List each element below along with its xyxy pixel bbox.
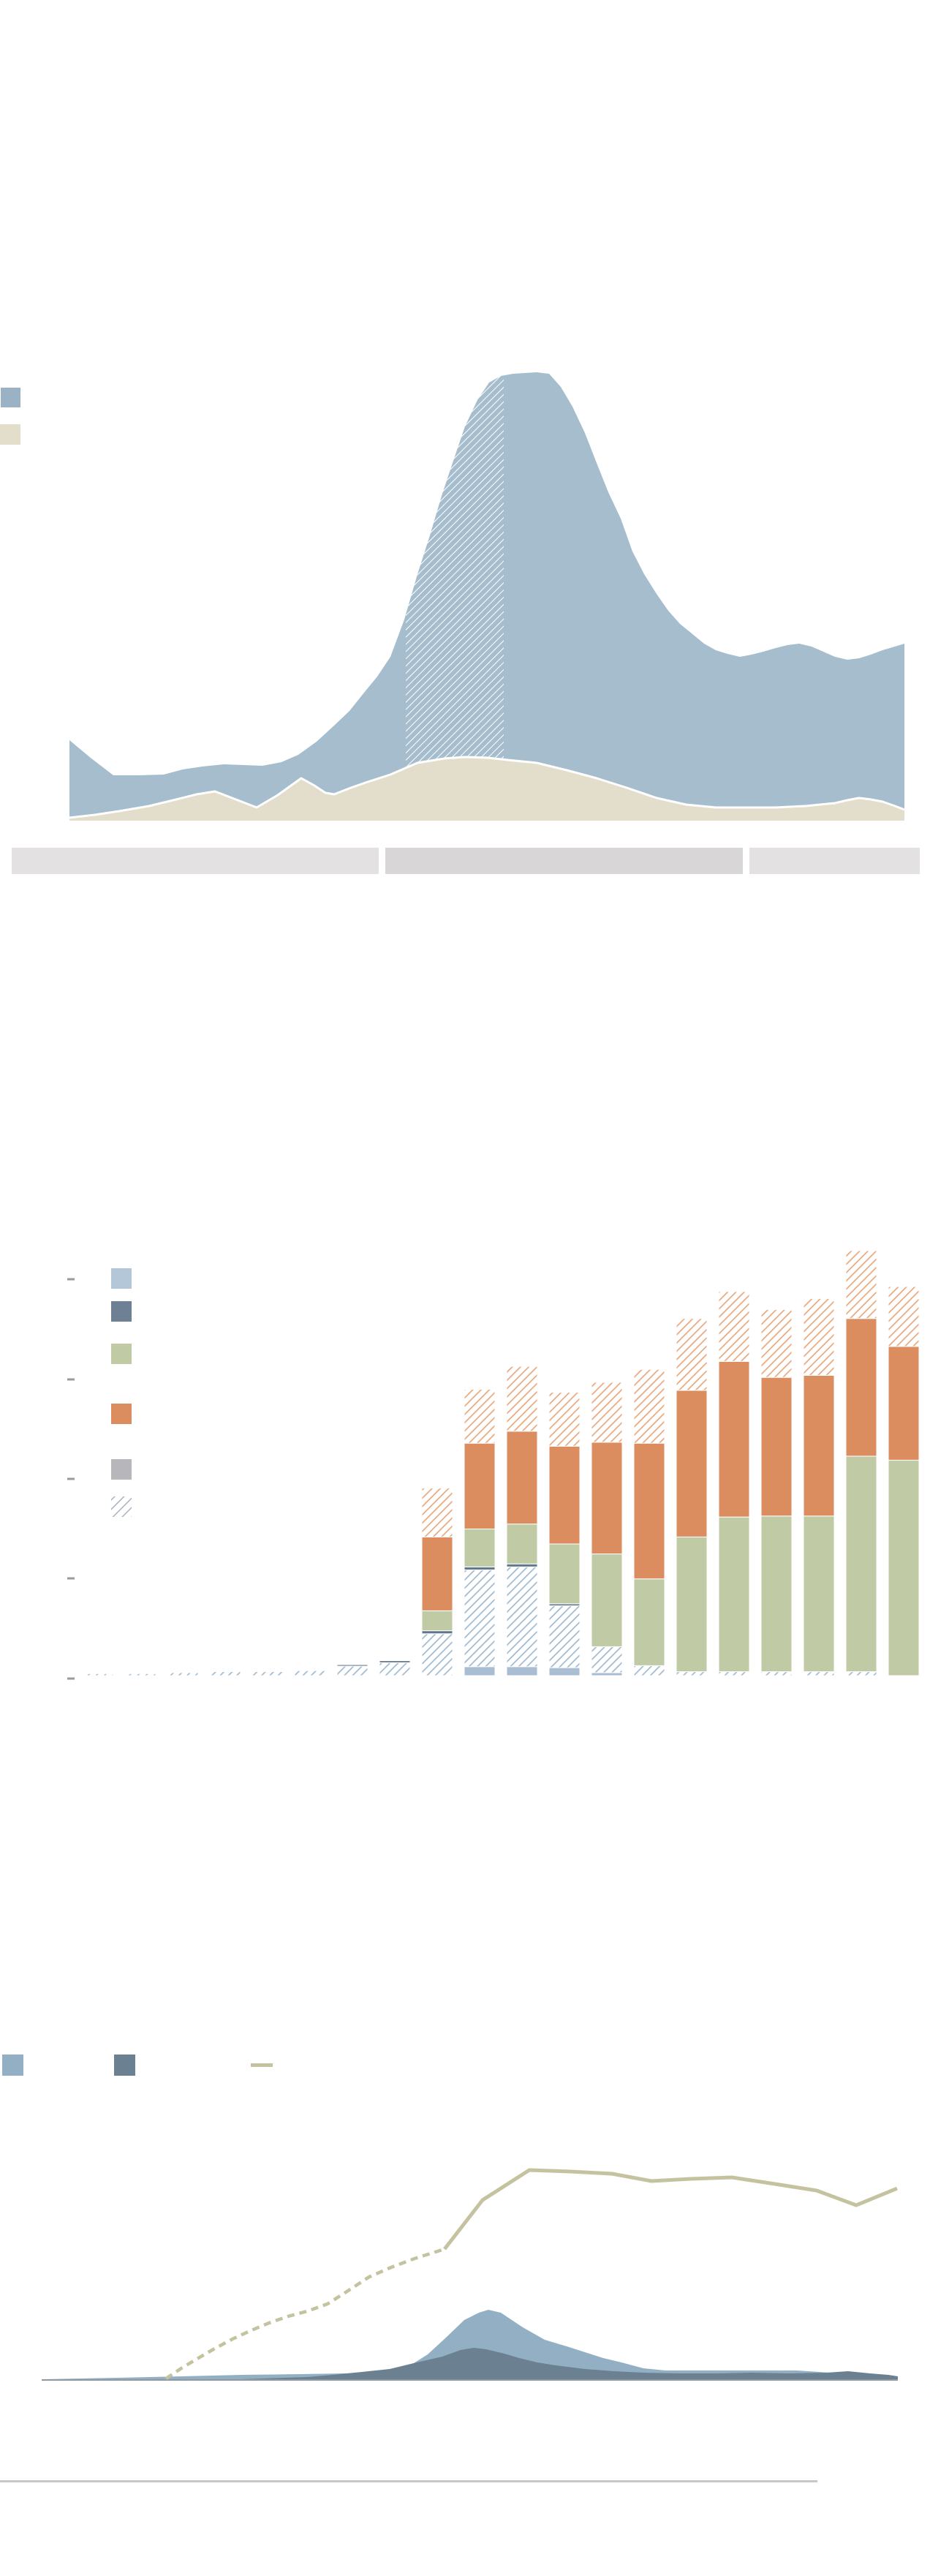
- bar-11-segment-oh: [506, 1366, 538, 1432]
- hatch-band: [406, 375, 504, 821]
- bar-17-segment-gr: [760, 1515, 793, 1673]
- bar-10-segment-bh: [464, 1569, 496, 1668]
- dark-blue-area: [219, 2348, 898, 2380]
- bar-17-segment-or: [760, 1376, 793, 1517]
- legend-blue-series-swatch: [1, 388, 20, 407]
- legend-tan-series-swatch: [0, 424, 20, 445]
- bar-13-segment-oh: [591, 1382, 623, 1443]
- bar-16-segment-bh: [718, 1671, 750, 1676]
- y-axis-tick-0: [67, 1677, 75, 1680]
- bar-10-segment-dk: [464, 1566, 496, 1570]
- timeline-segment-1: [12, 848, 379, 874]
- bar-15-segment-or: [676, 1390, 708, 1537]
- bar-20-segment-gr: [888, 1459, 920, 1676]
- bar-13-segment-gr: [591, 1553, 623, 1647]
- bar-20-segment-oh: [888, 1286, 920, 1347]
- bar-9-segment-gr: [421, 1610, 453, 1632]
- y-axis-tick-20: [67, 1477, 75, 1480]
- bottom-divider-line: [0, 2480, 817, 2482]
- timeline-segment-3: [749, 848, 920, 874]
- overview-area-chart: [0, 372, 920, 874]
- bar-7-segment-bh: [336, 1665, 368, 1676]
- bar-18-segment-oh: [803, 1298, 835, 1376]
- bar-16-segment-or: [718, 1360, 750, 1518]
- tan-solid-line: [443, 2168, 898, 2251]
- tan-area-top-edge: [69, 756, 905, 819]
- bar-19-segment-gr: [845, 1455, 877, 1673]
- bar-11-segment-sb: [506, 1666, 538, 1676]
- bar-9-segment-or: [421, 1536, 453, 1611]
- bar-17-segment-oh: [760, 1308, 793, 1378]
- y-axis-tick-10: [67, 1577, 75, 1580]
- bar-11-segment-gr: [506, 1524, 538, 1564]
- legend-dark-blue-area-swatch: [114, 2055, 135, 2076]
- bar-12-segment-gr: [548, 1543, 581, 1605]
- bar-12-segment-bh: [548, 1605, 581, 1668]
- bar-18-segment-gr: [803, 1515, 835, 1673]
- bar-7-segment-dk: [336, 1664, 368, 1667]
- bar-16-segment-oh: [718, 1291, 750, 1362]
- bar-4-segment-bh: [209, 1671, 241, 1676]
- bar-10-segment-or: [464, 1442, 496, 1529]
- bar-15-segment-bh: [676, 1671, 708, 1676]
- bar-5-segment-bh: [252, 1671, 284, 1676]
- bar-18-segment-or: [803, 1374, 835, 1517]
- bar-8-segment-dk: [379, 1660, 411, 1663]
- bar-14-segment-or: [633, 1442, 665, 1580]
- bar-15-segment-oh: [676, 1318, 708, 1391]
- stacked-bar-chart: [67, 1250, 920, 1680]
- bar-11-segment-or: [506, 1431, 538, 1525]
- bar-20-segment-or: [888, 1346, 920, 1461]
- bar-11-segment-bh: [506, 1566, 538, 1668]
- legend-orange-swatch: [111, 1404, 132, 1424]
- tan-area: [69, 757, 904, 821]
- bar-12-segment-oh: [548, 1392, 581, 1447]
- timeline-segment-2: [385, 848, 743, 874]
- bar-10-segment-oh: [464, 1389, 496, 1444]
- bar-2-segment-bh: [124, 1673, 156, 1676]
- bar-13-segment-sb: [591, 1672, 623, 1676]
- hatch-overlay: [406, 375, 504, 821]
- bar-6-segment-bh: [294, 1670, 326, 1676]
- bar-15-segment-gr: [676, 1536, 708, 1673]
- legend-green-swatch: [111, 1344, 132, 1364]
- legend-hatched-swatch: [111, 1496, 132, 1517]
- bar-13-segment-bh: [591, 1646, 623, 1673]
- legend-light-blue-area-swatch: [2, 2055, 23, 2076]
- bar-9-segment-dk: [421, 1630, 453, 1635]
- area-line-chart: [0, 2055, 898, 2482]
- bar-19-segment-bh: [845, 1671, 877, 1676]
- bar-11-segment-dk: [506, 1563, 538, 1567]
- light-blue-area: [44, 2310, 898, 2380]
- y-axis-tick-40: [67, 1278, 75, 1281]
- tan-dashed-line: [165, 2247, 445, 2380]
- legend-tan-line-swatch: [251, 2063, 273, 2067]
- bar-8-segment-bh: [379, 1662, 411, 1676]
- bar-12-segment-or: [548, 1445, 581, 1545]
- legend-light-blue-swatch: [111, 1268, 132, 1289]
- bar-14-segment-gr: [633, 1578, 665, 1666]
- legend-gray-swatch: [111, 1459, 132, 1480]
- y-axis-tick-30: [67, 1378, 75, 1381]
- bar-12-segment-sb: [548, 1667, 581, 1676]
- legend-dark-blue-swatch: [111, 1301, 132, 1322]
- bar-18-segment-bh: [803, 1671, 835, 1676]
- bar-1-segment-bh: [82, 1673, 114, 1676]
- bar-9-segment-bh: [421, 1633, 453, 1676]
- bar-14-segment-oh: [633, 1368, 665, 1444]
- bar-9-segment-oh: [421, 1488, 453, 1537]
- bar-19-segment-oh: [845, 1250, 877, 1319]
- bar-14-segment-bh: [633, 1665, 665, 1676]
- bar-10-segment-sb: [464, 1666, 496, 1676]
- bar-19-segment-or: [845, 1318, 877, 1457]
- bar-17-segment-bh: [760, 1671, 793, 1676]
- bar-13-segment-or: [591, 1442, 623, 1555]
- bar-3-segment-bh: [167, 1672, 199, 1676]
- bar-10-segment-gr: [464, 1528, 496, 1567]
- bar-16-segment-gr: [718, 1516, 750, 1673]
